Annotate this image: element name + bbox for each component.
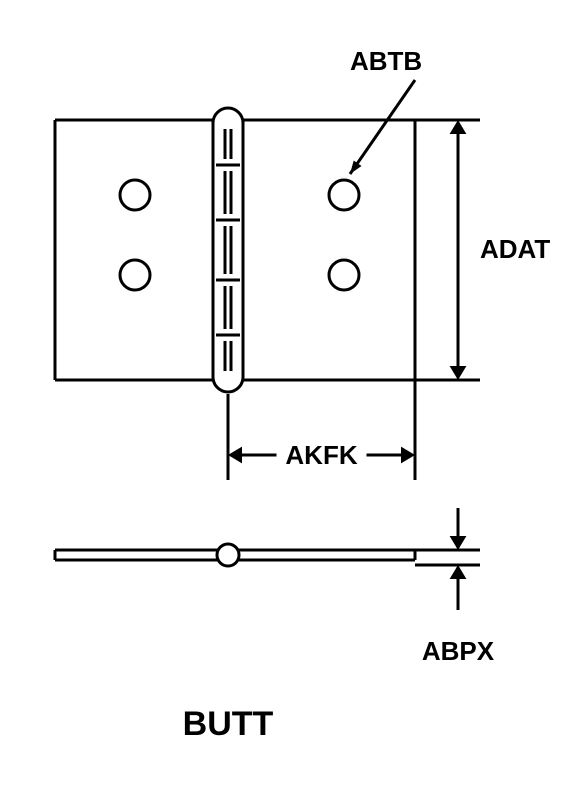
abpx-label: ABPX <box>422 636 495 666</box>
title-label: BUTT <box>183 705 274 743</box>
adat-label: ADAT <box>480 234 550 264</box>
diagram-container: ABTB ADAT AKFK ABPX BUTT <box>0 0 586 794</box>
abtb-label: ABTB <box>350 46 422 76</box>
akfk-label: AKFK <box>285 440 357 470</box>
hinge-diagram-svg: ABTB ADAT AKFK ABPX BUTT <box>0 0 586 794</box>
